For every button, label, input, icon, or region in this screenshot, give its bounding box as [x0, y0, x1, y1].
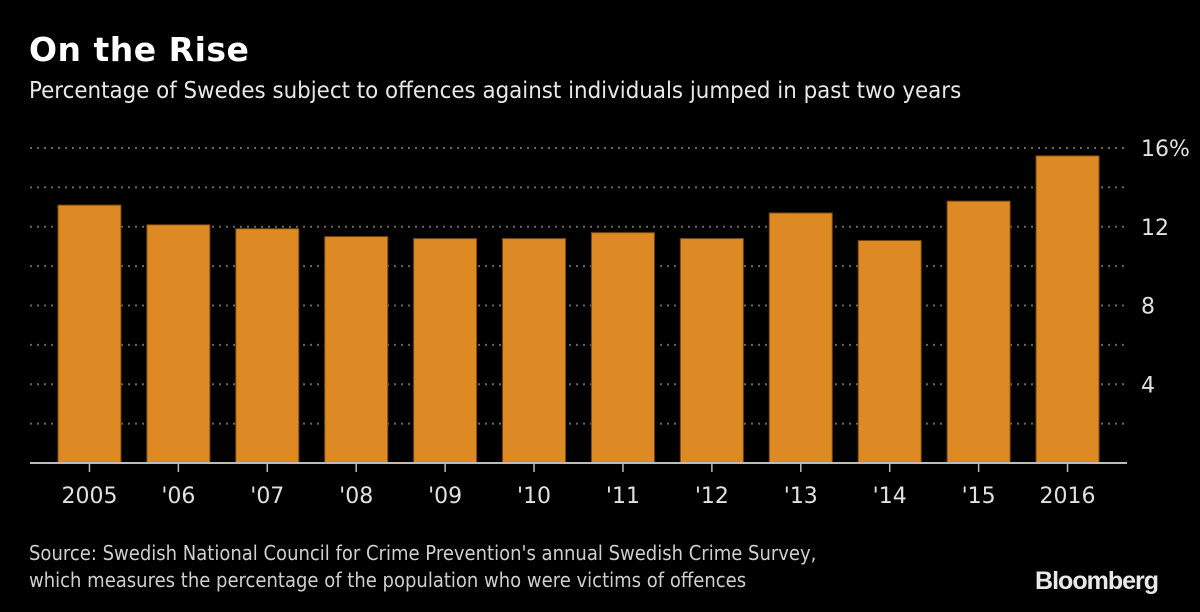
x-axis-labels: 2005 '06 '07 '08 '09 '10 '11 '12 '13 '14 '15 2016	[61, 484, 1095, 509]
bar-06	[146, 224, 211, 464]
x-tick-label: '08	[339, 484, 373, 509]
x-tick-label: 2016	[1040, 484, 1096, 509]
x-tick-label: '10	[517, 484, 551, 509]
bar-09	[413, 238, 478, 464]
x-axis	[30, 462, 1127, 472]
bar-15	[946, 200, 1011, 464]
x-tick-label: '07	[250, 484, 284, 509]
x-tick-label: 2005	[61, 484, 117, 509]
bar-2016	[1035, 155, 1100, 464]
x-tick-label: '14	[873, 484, 907, 509]
y-tick-label: 8	[1141, 295, 1155, 320]
x-tick-label: '09	[428, 484, 462, 509]
source-line-1: Source: Swedish National Council for Cri…	[29, 541, 817, 565]
chart-title: On the Rise	[29, 30, 250, 69]
source-note: Source: Swedish National Council for Cri…	[29, 540, 816, 594]
bar-11	[590, 232, 655, 464]
x-tick-label: '15	[962, 484, 996, 509]
bar-14	[857, 240, 922, 464]
x-tick-label: '11	[606, 484, 640, 509]
bar-12	[679, 238, 744, 464]
chart-subtitle: Percentage of Swedes subject to offences…	[29, 78, 962, 104]
y-tick-label: 16%	[1141, 137, 1190, 162]
bloomberg-logo: Bloomberg	[1035, 567, 1159, 595]
y-tick-label: 12	[1141, 216, 1169, 241]
y-tick-label: 4	[1141, 373, 1155, 398]
gridlines	[30, 147, 1127, 425]
y-axis-labels: 4 8 12 16%	[1141, 137, 1190, 398]
x-tick-label: '06	[161, 484, 195, 509]
bars	[57, 155, 1100, 464]
bar-07	[235, 228, 300, 464]
bar-10	[502, 238, 567, 464]
bar-08	[324, 236, 389, 464]
x-tick-label: '13	[784, 484, 818, 509]
x-tick-label: '12	[695, 484, 729, 509]
bar-13	[768, 212, 833, 464]
source-line-2: which measures the percentage of the pop…	[29, 568, 747, 592]
bar-2005	[57, 204, 122, 464]
